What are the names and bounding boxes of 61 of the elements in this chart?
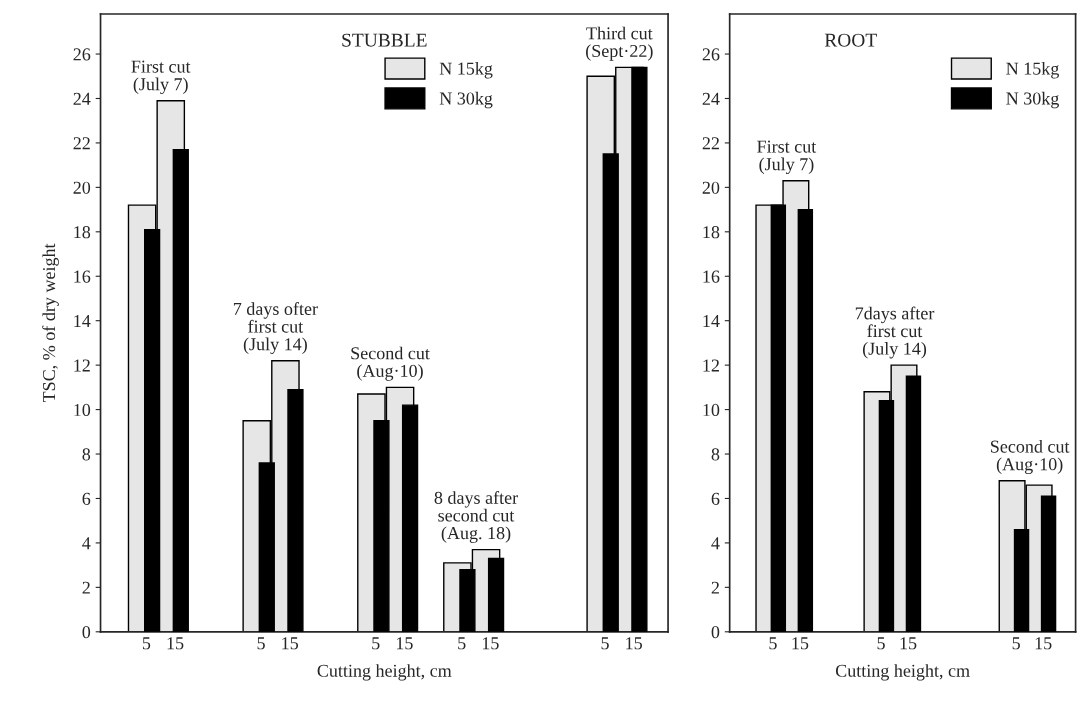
legend-label: N 30kg bbox=[439, 91, 493, 109]
x-tick-label: 5 bbox=[877, 637, 885, 650]
y-axis-title: TSC, % of dry weight bbox=[42, 243, 59, 403]
y-tick-label: 10 bbox=[74, 403, 91, 417]
x-tick-label: 5 bbox=[601, 637, 609, 650]
y-tick-label: 18 bbox=[703, 226, 720, 239]
y-tick-label: 20 bbox=[73, 181, 91, 194]
x-tick-label: 5 bbox=[142, 637, 151, 650]
annotation: 7 days ofter first cut (July 14) bbox=[233, 302, 318, 355]
y-tick-label: 0 bbox=[711, 626, 720, 639]
annotation: First cut (July 7) bbox=[131, 60, 191, 95]
y-tick-label: 2 bbox=[711, 581, 719, 594]
y-tick-label: 6 bbox=[711, 492, 720, 505]
legend-label: N 15kg bbox=[439, 61, 493, 79]
x-tick-label: 15 bbox=[167, 637, 184, 650]
y-tick-label: 26 bbox=[73, 48, 91, 61]
x-tick-label: 15 bbox=[1035, 637, 1052, 650]
y-tick-label: 14 bbox=[74, 315, 91, 327]
x-tick-label: 5 bbox=[372, 637, 380, 650]
x-tick-label: 5 bbox=[458, 637, 466, 650]
x-tick-label: 15 bbox=[282, 637, 299, 650]
y-tick-label: 0 bbox=[82, 626, 91, 639]
x-tick-label: 15 bbox=[900, 637, 917, 650]
annotation: First cut (July 7) bbox=[757, 140, 817, 175]
x-tick-label: 5 bbox=[1012, 637, 1020, 650]
annotation: Third cut (Sept·22) bbox=[586, 26, 653, 61]
annotation: 8 days after second cut (Aug. 18) bbox=[434, 491, 518, 543]
y-tick-label: 6 bbox=[82, 492, 91, 505]
y-tick-label: 24 bbox=[73, 92, 91, 105]
y-tick-label: 4 bbox=[711, 537, 720, 550]
y-tick-label: 24 bbox=[702, 92, 720, 105]
x-tick-label: 5 bbox=[769, 637, 777, 650]
y-tick-label: 10 bbox=[703, 403, 720, 417]
y-tick-label: 22 bbox=[73, 137, 90, 150]
y-tick-label: 2 bbox=[82, 581, 90, 594]
legend-label: N 30kg bbox=[1006, 91, 1059, 109]
x-tick-label: 15 bbox=[396, 637, 413, 650]
y-tick-label: 8 bbox=[82, 448, 91, 461]
y-tick-label: 4 bbox=[82, 537, 91, 550]
x-axis-title: Cutting height, cm bbox=[835, 664, 970, 681]
text: ROOT bbox=[824, 33, 877, 47]
y-tick-label: 12 bbox=[74, 359, 90, 372]
x-tick-label: 15 bbox=[626, 637, 642, 650]
annotation: Second cut (Aug·10) bbox=[351, 346, 430, 381]
y-tick-label: 26 bbox=[702, 48, 720, 61]
y-tick-label: 16 bbox=[74, 270, 91, 283]
annotation: 7days after first cut (July 14) bbox=[855, 306, 935, 359]
y-tick-label: 22 bbox=[702, 137, 719, 150]
x-tick-label: 15 bbox=[482, 637, 499, 650]
y-tick-label: 18 bbox=[74, 226, 91, 239]
x-tick-label: 5 bbox=[257, 637, 265, 650]
y-tick-label: 8 bbox=[711, 448, 720, 461]
x-axis-title: Cutting height, cm bbox=[317, 664, 452, 681]
annotation: Second cut (Aug·10) bbox=[991, 439, 1070, 475]
y-tick-label: 12 bbox=[703, 359, 719, 372]
legend-label: N 15kg bbox=[1006, 61, 1059, 79]
x-tick-label: 15 bbox=[792, 637, 809, 650]
text: STUBBLE bbox=[342, 33, 427, 47]
y-tick-label: 16 bbox=[703, 270, 720, 283]
y-tick-label: 20 bbox=[702, 181, 720, 194]
y-tick-label: 14 bbox=[703, 315, 720, 327]
